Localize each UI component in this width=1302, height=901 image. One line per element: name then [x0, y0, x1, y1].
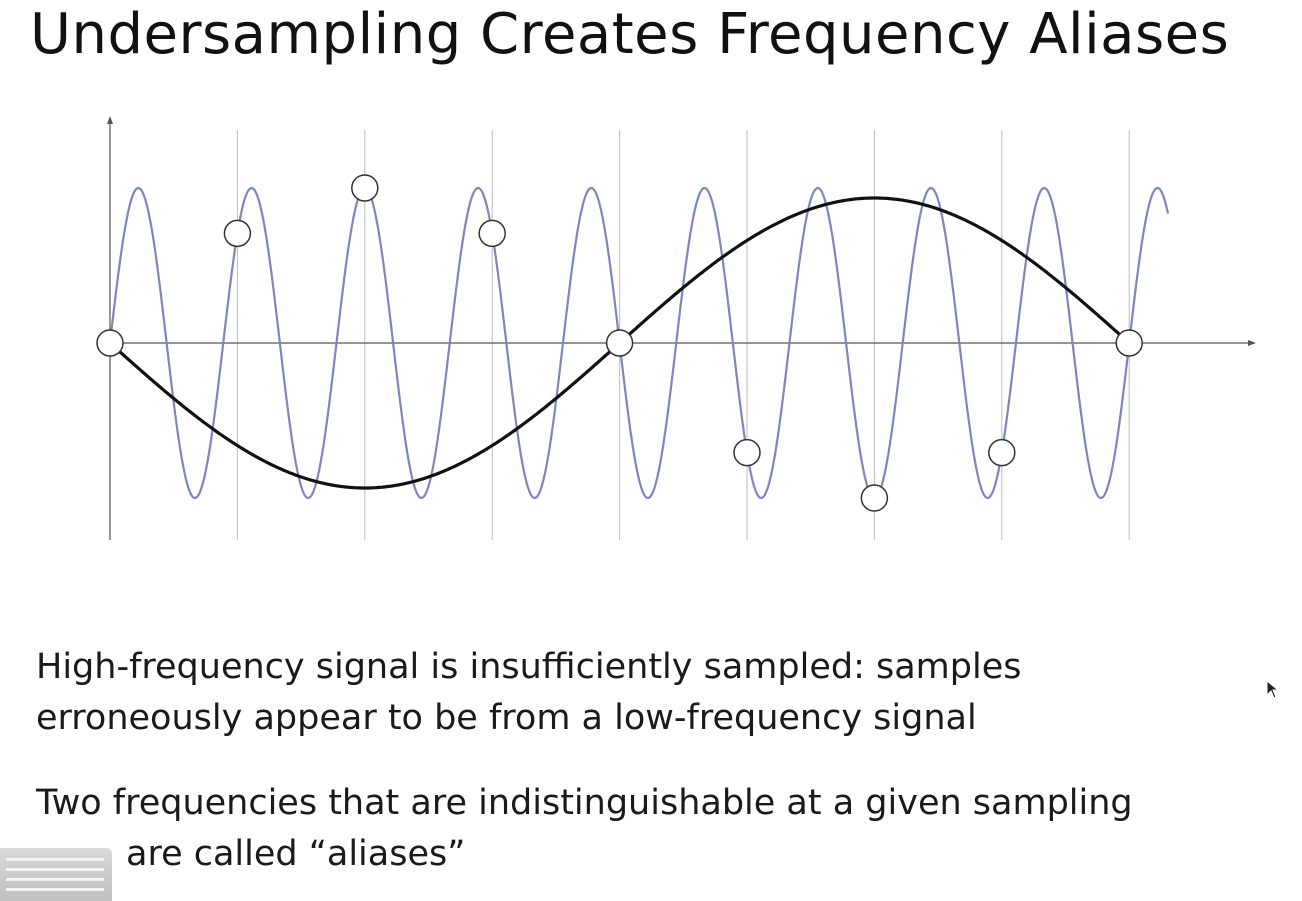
- definition-line-2: are called “aliases”: [126, 834, 466, 874]
- high-frequency-signal: [108, 186, 1170, 500]
- explanation-paragraph-2: Two frequencies that are indistinguishab…: [36, 778, 1133, 880]
- y-axis-arrow: [107, 116, 113, 124]
- sample-point: [478, 219, 506, 248]
- sample-point: [988, 438, 1016, 467]
- mouse-cursor-icon: [1266, 680, 1280, 699]
- x-axis-arrow: [1248, 340, 1256, 346]
- device-corner-photo: [0, 848, 112, 901]
- explanation-line-1: High-frequency signal is insufficiently …: [36, 647, 1022, 687]
- definition-line-1: Two frequencies that are indistinguishab…: [36, 783, 1133, 823]
- sample-point: [1115, 329, 1143, 357]
- axes: [107, 116, 1256, 540]
- explanation-line-2: erroneously appear to be from a low-freq…: [36, 698, 977, 738]
- sample-point: [96, 329, 124, 357]
- sample-point: [351, 174, 379, 202]
- sample-point: [605, 329, 634, 357]
- sample-point: [733, 438, 761, 467]
- sample-points: [96, 174, 1143, 512]
- sample-point: [860, 484, 889, 512]
- explanation-paragraph-1: High-frequency signal is insufficiently …: [36, 642, 1022, 744]
- sample-point: [223, 219, 252, 248]
- slide-title: Undersampling Creates Frequency Aliases: [30, 2, 1230, 67]
